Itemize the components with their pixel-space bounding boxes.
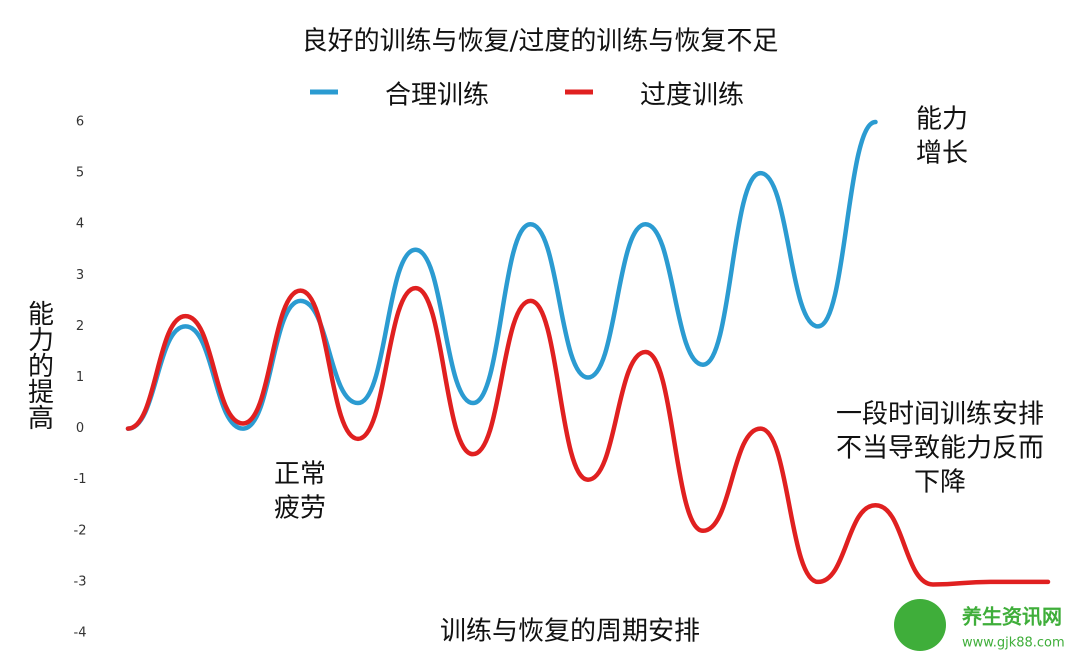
annotation: 增长 [916,139,968,169]
y-tick-label: 3 [76,268,84,283]
y-tick-label: -2 [74,523,87,538]
chart-title: 良好的训练与恢复/过度的训练与恢复不足 [302,27,779,57]
series-line [125,285,1051,587]
y-tick-label: -4 [74,626,87,641]
legend-label: 合理训练 [385,81,489,111]
y-tick-label: 0 [76,421,84,436]
watermark-url: www.gjk88.com [962,636,1065,651]
watermark-logo [894,599,946,651]
watermark: 养生资讯网 www.gjk88.com [894,599,1065,651]
annotation: 正常 [274,460,326,490]
y-tick-label: -3 [74,574,87,589]
annotation: 疲劳 [274,494,326,524]
annotation: 下降 [914,468,966,498]
y-tick-label: 6 [76,115,84,130]
y-axis-label: 能力的提高 [24,300,54,430]
watermark-name: 养生资讯网 [961,605,1062,629]
y-tick-label: 5 [76,166,84,181]
y-tick-label: 2 [76,319,84,334]
x-axis-label: 训练与恢复的周期安排 [440,617,700,647]
annotation: 一段时间训练安排 [836,400,1044,430]
legend-label: 过度训练 [640,81,744,111]
y-tick-label: -1 [74,472,87,487]
y-tick-label: 1 [76,370,84,385]
annotation: 不当导致能力反而 [836,434,1044,464]
annotation: 能力 [916,105,968,135]
y-tick-label: 4 [76,217,84,232]
